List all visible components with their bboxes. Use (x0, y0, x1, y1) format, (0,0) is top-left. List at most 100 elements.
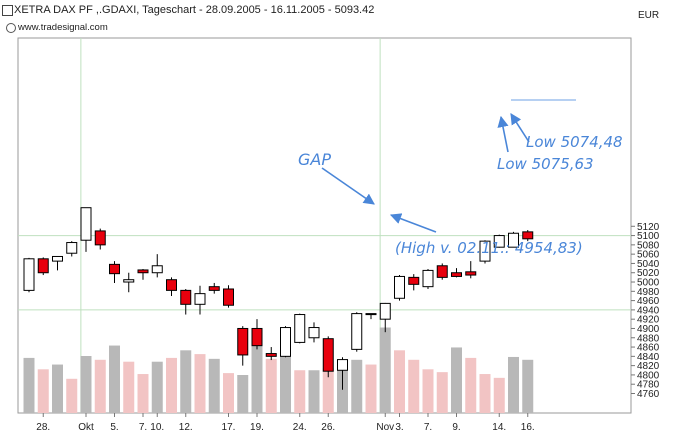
candle-body (208, 286, 220, 291)
candle-body (508, 232, 519, 248)
y-tick-label: 5000 (637, 278, 660, 289)
volume-bar (123, 361, 135, 413)
candle-body (137, 269, 149, 274)
candle-body (422, 269, 434, 288)
volume-bar (23, 357, 35, 413)
x-tick-label: 26. (321, 422, 335, 433)
candle-body (23, 258, 35, 291)
y-tick-label: 4860 (637, 343, 660, 354)
x-tick-label: 24. (293, 422, 307, 433)
candle-body (223, 288, 234, 306)
y-tick-label: 5100 (637, 231, 660, 242)
candle-body (337, 359, 348, 371)
x-tick-label: 9. (452, 422, 460, 433)
annotation-arrow (389, 213, 437, 233)
x-tick-label: 14. (492, 422, 506, 433)
volume-bar (180, 350, 192, 413)
volume-bar (194, 354, 206, 413)
y-axis: 4760478048004820484048604880490049204940… (631, 222, 660, 400)
volume-bar (208, 358, 220, 413)
candle-body (52, 255, 63, 262)
volume-bar (422, 369, 434, 413)
currency-unit: EUR (638, 10, 660, 21)
candle-body (166, 279, 177, 291)
candle-body (80, 207, 92, 241)
annotation-label: (High v. 02.11.: 4954,83) (395, 239, 583, 257)
candles (23, 207, 534, 390)
candle-body (365, 313, 377, 316)
globe-icon (6, 23, 16, 33)
volume-bar (436, 372, 448, 413)
candle-body (394, 275, 405, 299)
annotation-label: GAP (298, 150, 331, 169)
volume-bar (94, 359, 106, 413)
volume-bar (508, 356, 519, 413)
volume-bar (379, 327, 391, 413)
y-tick-label: 5040 (637, 259, 660, 270)
volume-bar (308, 370, 320, 413)
volume-bar (294, 370, 306, 413)
candle-body (151, 265, 163, 274)
volume-bar (493, 377, 505, 413)
y-tick-label: 4800 (637, 370, 660, 381)
y-tick-label: 4940 (637, 305, 660, 316)
x-tick-label: 7. (424, 422, 432, 433)
candle-body (265, 353, 277, 357)
candle-body (194, 293, 206, 305)
volume-bar (223, 373, 234, 413)
candle-body (379, 302, 391, 320)
x-tick-label: 28. (36, 422, 50, 433)
volume-bar (66, 378, 78, 413)
x-tick-label: 12. (179, 422, 193, 433)
y-tick-label: 4820 (637, 361, 660, 372)
chart-menu-icon[interactable] (2, 5, 13, 16)
candle-body (237, 327, 249, 356)
annotation-arrow (510, 113, 530, 143)
y-tick-label: 4980 (637, 287, 660, 298)
x-tick-label: 16. (521, 422, 535, 433)
volume-bar (280, 354, 291, 413)
candle-body (294, 314, 306, 343)
y-tick-label: 5060 (637, 250, 660, 261)
volume-bar (365, 364, 377, 413)
y-tick-label: 5080 (637, 240, 660, 251)
y-tick-label: 5020 (637, 268, 660, 279)
annotation-label: Low 5074,48 (526, 133, 623, 151)
candle-body (37, 258, 49, 274)
volume-bar (137, 374, 149, 413)
y-tick-label: 4780 (637, 380, 660, 391)
volume-bar (265, 358, 277, 413)
candle-body (436, 265, 448, 278)
volume-bar (251, 330, 263, 413)
x-tick-label: Okt (78, 422, 94, 433)
x-tick-label: 10. (150, 422, 164, 433)
y-tick-label: 4840 (637, 352, 660, 363)
x-tick-label: 5. (110, 422, 118, 433)
candle-body (522, 231, 534, 240)
volume-bar (351, 359, 363, 413)
x-tick-label: 17. (222, 422, 236, 433)
candle-body (408, 276, 420, 285)
y-tick-label: 4960 (637, 296, 660, 307)
volume-bar (237, 375, 249, 413)
candle-body (94, 230, 106, 246)
candle-body (66, 242, 78, 254)
chart-title: XETRA DAX PF ,.GDAXI, Tageschart - 28.09… (14, 4, 375, 16)
y-tick-label: 4900 (637, 324, 660, 335)
x-tick-label: Nov (376, 422, 394, 433)
x-tick-label: 3. (395, 422, 403, 433)
y-tick-label: 4920 (637, 315, 660, 326)
candle-body (351, 313, 363, 350)
candle-body (465, 271, 477, 276)
volume-bar (109, 345, 120, 413)
candle-body (493, 235, 505, 248)
candle-body (451, 272, 462, 277)
volume-bar (479, 374, 491, 413)
annotation-label: Low 5075,63 (497, 155, 594, 173)
volume-bar (465, 357, 477, 413)
y-tick-label: 4760 (637, 389, 660, 400)
annotation-arrow (321, 167, 375, 205)
x-tick-label: 19. (250, 422, 264, 433)
volume-bar (151, 361, 163, 413)
